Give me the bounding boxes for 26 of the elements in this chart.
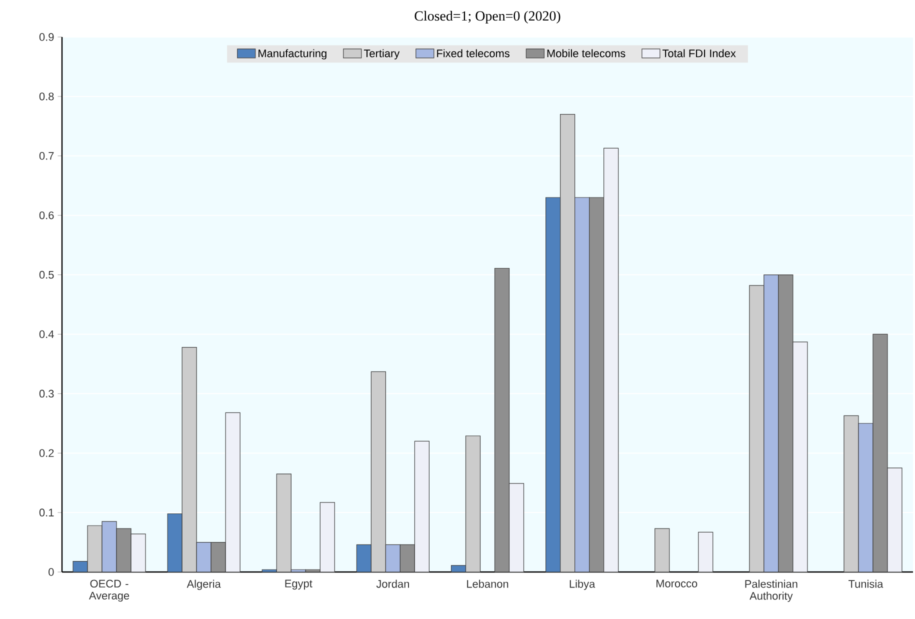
x-tick-label: Morocco	[656, 580, 698, 588]
y-tick-label: 0.1	[39, 508, 54, 516]
x-tick-label: OECD - Average	[88, 580, 130, 602]
y-tick-label: 0	[48, 568, 54, 576]
y-tick-label: 0.8	[39, 92, 54, 100]
x-tick-label: Palestinian Authority	[745, 580, 798, 602]
chart-title: Closed=1; Open=0 (2020)	[414, 10, 560, 24]
legend-label: Fixed telecoms	[437, 49, 510, 58]
x-tick-label: Tunisia	[848, 580, 884, 588]
legend-label: Tertiary	[364, 49, 400, 60]
y-tick-label: 0.9	[39, 33, 54, 41]
x-tick-label: Algeria	[186, 580, 221, 590]
y-tick-label: 0.2	[39, 449, 54, 457]
y-tick-label: 0.4	[39, 330, 54, 338]
x-tick-label: Libya	[570, 580, 596, 590]
y-tick-label: 0.3	[39, 390, 54, 398]
x-tick-label: Lebanon	[467, 580, 508, 588]
bar	[654, 528, 670, 572]
x-tick-label: Egypt	[285, 580, 312, 590]
y-tick-label: 0.7	[39, 152, 54, 160]
legend-label: Mobile telecoms	[547, 49, 626, 58]
y-tick-label: 0.5	[39, 270, 54, 279]
y-tick-label: 0.6	[39, 211, 54, 220]
legend-label: Manufacturing	[258, 49, 326, 60]
x-tick-label: Jordan	[376, 580, 409, 588]
legend-label: Total FDI Index	[662, 49, 736, 58]
